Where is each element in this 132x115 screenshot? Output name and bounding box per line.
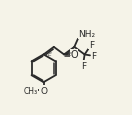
Text: CH₃: CH₃ bbox=[23, 86, 37, 95]
Text: F: F bbox=[89, 40, 94, 49]
Text: F: F bbox=[91, 51, 96, 60]
Text: E: E bbox=[68, 52, 72, 57]
Text: O: O bbox=[40, 86, 47, 95]
Text: O: O bbox=[70, 50, 78, 60]
Text: NH₂: NH₂ bbox=[78, 30, 95, 39]
Text: E: E bbox=[47, 52, 51, 57]
Text: F: F bbox=[81, 61, 86, 70]
